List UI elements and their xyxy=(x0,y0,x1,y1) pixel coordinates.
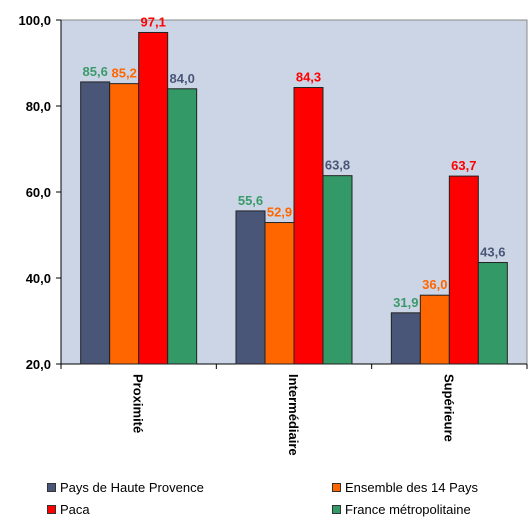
x-category-label: Proximité xyxy=(131,374,146,433)
x-axis: Proximité Intermédiaire Supérieure xyxy=(60,363,528,456)
legend-item: France métropolitaine xyxy=(332,502,471,517)
y-tick-label: 80,0 xyxy=(26,99,51,114)
data-label: 63,7 xyxy=(451,158,476,173)
bar xyxy=(167,88,198,365)
legend-swatch xyxy=(332,483,341,492)
y-axis: 20,0 40,0 60,0 80,0 100,0 xyxy=(18,13,62,372)
legend-swatch xyxy=(332,505,341,514)
legend-label: Paca xyxy=(60,502,90,517)
bar xyxy=(322,175,353,365)
legend-item: Paca xyxy=(47,502,90,517)
bar xyxy=(419,294,450,365)
bar xyxy=(390,312,421,365)
y-tick-label: 100,0 xyxy=(18,13,51,28)
bar xyxy=(109,83,140,365)
bar xyxy=(138,31,169,365)
legend-swatch xyxy=(47,483,56,492)
legend-label: France métropolitaine xyxy=(345,502,471,517)
data-label: 84,0 xyxy=(170,71,195,86)
legend: Pays de Haute Provence Ensemble des 14 Pa… xyxy=(0,470,528,517)
bar xyxy=(235,210,266,365)
bar xyxy=(264,222,295,365)
data-label: 63,8 xyxy=(325,158,350,173)
data-label: 55,6 xyxy=(238,193,263,208)
legend-swatch xyxy=(47,505,56,514)
data-labels: 85,6 85,2 97,1 84,0 55,6 52,9 84,3 63,8 31,9 36,0… xyxy=(83,14,506,309)
x-category-label: Supérieure xyxy=(441,374,456,442)
legend-item: Pays de Haute Provence xyxy=(47,480,204,495)
x-category-label: Intermédiaire xyxy=(286,374,301,456)
legend-label: Pays de Haute Provence xyxy=(60,480,204,495)
data-label: 85,6 xyxy=(83,64,108,79)
legend-label: Ensemble des 14 Pays xyxy=(345,480,478,495)
data-label: 85,2 xyxy=(112,66,137,81)
bar xyxy=(293,87,324,365)
y-tick-label: 60,0 xyxy=(26,185,51,200)
y-tick-label: 40,0 xyxy=(26,271,51,286)
data-label: 97,1 xyxy=(141,14,166,29)
bar xyxy=(448,175,479,365)
legend-item: Ensemble des 14 Pays xyxy=(332,480,478,495)
data-label: 84,3 xyxy=(296,70,321,85)
data-label: 31,9 xyxy=(393,295,418,310)
bars xyxy=(80,31,508,365)
bar xyxy=(477,262,508,365)
data-label: 43,6 xyxy=(480,245,505,260)
bar-chart: 20,0 40,0 60,0 80,0 100,0 Proximité Intermédi… xyxy=(18,13,528,456)
bar xyxy=(80,81,111,365)
y-tick-label: 20,0 xyxy=(26,357,51,372)
data-label: 36,0 xyxy=(422,277,447,292)
data-label: 52,9 xyxy=(267,205,292,220)
